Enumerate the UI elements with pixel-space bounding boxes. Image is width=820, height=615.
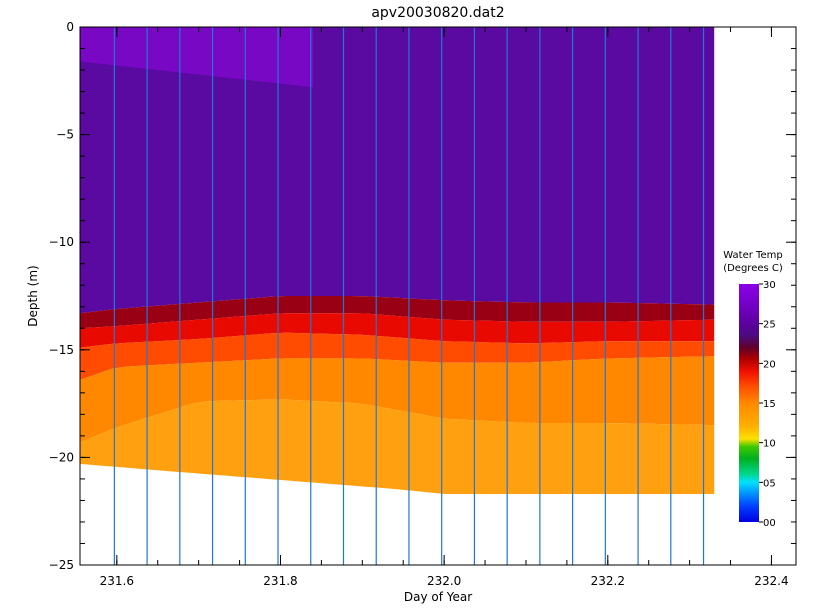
x-tick-label: 231.8	[263, 574, 297, 588]
y-tick-label: −25	[49, 558, 74, 572]
x-axis-title: Day of Year	[404, 590, 472, 604]
colorbar-tick-label: 05	[763, 478, 776, 489]
colorbar-tick-label: 20	[763, 359, 776, 370]
surface-warm-patch	[80, 27, 314, 88]
y-tick-label: −15	[49, 343, 74, 357]
x-tick-label: 231.6	[100, 574, 134, 588]
chart-title: apv20030820.dat2	[371, 5, 504, 21]
temperature-field	[80, 27, 715, 494]
colorbar-title-line1: Water Temp	[723, 250, 782, 261]
colorbar-tick-label: 15	[763, 399, 776, 410]
thermocline-red-band	[80, 313, 715, 348]
y-tick-label: −5	[56, 128, 74, 142]
y-tick-label: −10	[49, 235, 74, 249]
colorbar-tick-label: 00	[763, 518, 776, 529]
colorbar-tick-label: 10	[763, 439, 776, 450]
plot-frame	[79, 26, 797, 566]
thermocline-orange-red-band	[80, 332, 715, 380]
colorbar: Water Temp (Degrees C) 30 25 20 15 10 05 00	[723, 250, 783, 529]
deep-orange-band	[80, 356, 715, 443]
colorbar-gradient	[739, 284, 759, 522]
colorbar-tick-label: 25	[763, 320, 776, 331]
deep-light-orange-band	[80, 399, 715, 494]
profile-lines	[113, 27, 705, 565]
colorbar-labels: 30 25 20 15 10 05 00	[759, 280, 776, 529]
x-tick-label: 232.0	[427, 574, 461, 588]
y-axis: 0 −5 −10 −15 −20 −25	[49, 20, 796, 572]
x-tick-label: 232.4	[754, 574, 788, 588]
colorbar-tick-label: 30	[763, 280, 776, 291]
colorbar-title-line2: (Degrees C)	[723, 263, 783, 274]
x-tick-label: 232.2	[591, 574, 625, 588]
y-axis-title: Depth (m)	[26, 265, 40, 326]
y-tick-label: −20	[49, 450, 74, 464]
plot-area	[80, 27, 715, 565]
y-tick-label: 0	[66, 20, 74, 34]
thermocline-dark-band	[80, 296, 715, 329]
mixed-layer-band	[80, 27, 715, 314]
x-axis: 231.6 231.8 232.0 232.2 232.4	[100, 27, 789, 588]
